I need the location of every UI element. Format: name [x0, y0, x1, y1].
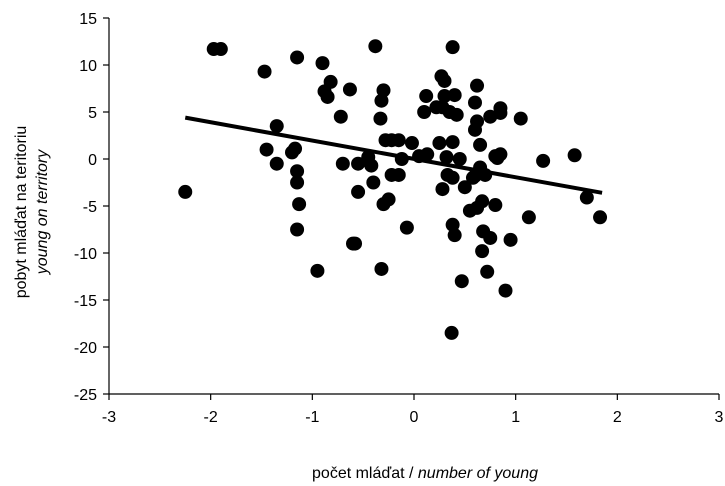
data-point: [475, 194, 490, 209]
data-point: [290, 50, 305, 65]
data-point: [257, 64, 272, 79]
data-point: [290, 164, 305, 179]
data-point: [480, 264, 495, 279]
y-tick-label: 0: [88, 152, 97, 169]
data-point: [292, 197, 307, 212]
data-point: [454, 274, 469, 289]
data-point: [315, 56, 330, 71]
data-point: [366, 175, 381, 190]
y-tick-label: 5: [88, 105, 97, 122]
data-point: [310, 263, 325, 278]
data-point: [437, 73, 452, 88]
data-point: [269, 156, 284, 171]
data-point: [470, 78, 485, 93]
data-point: [449, 107, 464, 122]
data-point: [593, 210, 608, 225]
data-point: [513, 111, 528, 126]
data-point: [468, 95, 482, 110]
data-point: [364, 158, 379, 173]
x-axis-label-sub: number of young: [418, 465, 538, 482]
data-point: [536, 153, 551, 168]
x-axis-label-separator: /: [405, 465, 418, 482]
data-point: [320, 89, 335, 104]
data-point: [373, 111, 388, 126]
y-tick-label: 10: [79, 58, 97, 75]
data-point: [351, 156, 366, 171]
data-point: [351, 184, 366, 199]
data-point: [323, 74, 338, 89]
data-point: [335, 156, 350, 171]
data-point: [290, 175, 305, 190]
data-point: [470, 114, 485, 129]
data-point: [404, 136, 419, 151]
data-point: [498, 283, 513, 298]
y-axis-ticks: -25 -20 -15 -10 -5 0 5 10 15: [74, 11, 109, 404]
y-tick-label: -25: [74, 387, 97, 404]
y-tick-label: -20: [74, 340, 97, 357]
data-point: [452, 152, 467, 166]
data-point: [447, 228, 462, 243]
data-point: [290, 222, 305, 237]
data-point: [432, 136, 447, 151]
data-point: [399, 220, 414, 235]
y-axis-label-sub: young on territory: [34, 149, 51, 276]
data-point: [493, 101, 508, 116]
data-point: [391, 133, 406, 148]
data-point: [475, 244, 490, 259]
x-tick-label: 3: [715, 409, 724, 426]
data-point: [374, 261, 389, 276]
y-tick-label: -15: [74, 293, 97, 310]
data-point: [473, 137, 488, 152]
data-point: [213, 42, 228, 57]
data-point: [259, 142, 274, 157]
data-point: [439, 150, 454, 165]
data-point: [493, 147, 508, 162]
x-tick-label: 1: [511, 409, 520, 426]
data-point: [521, 210, 536, 225]
data-point: [348, 236, 363, 251]
data-point: [178, 184, 193, 199]
data-point: [437, 89, 452, 104]
x-axis-label: počet mláďat / number of young: [312, 465, 538, 482]
data-point: [342, 82, 357, 97]
data-point: [333, 109, 348, 124]
data-point: [579, 190, 594, 205]
data-point: [457, 180, 472, 195]
data-point: [483, 230, 498, 245]
data-point: [503, 232, 518, 247]
x-tick-label: -2: [204, 409, 218, 426]
data-points: [178, 39, 608, 340]
data-point: [447, 88, 462, 103]
data-point: [488, 198, 503, 213]
y-axis-label-main: pobyt mláďat na teritoriu: [13, 126, 30, 299]
y-tick-label: 15: [79, 11, 97, 28]
x-axis-ticks: -3 -2 -1 0 1 2 3: [102, 394, 724, 426]
data-point: [288, 141, 303, 156]
y-tick-label: -10: [74, 246, 97, 263]
data-point: [445, 170, 460, 185]
data-point: [444, 325, 459, 340]
trend-line: [184, 115, 603, 195]
data-point: [445, 40, 460, 55]
data-point: [269, 119, 284, 134]
x-tick-label: -3: [102, 409, 116, 426]
data-point: [567, 148, 582, 163]
data-point: [391, 167, 406, 182]
data-point: [417, 105, 432, 119]
x-axis-label-main: počet mláďat: [312, 465, 405, 482]
data-point: [381, 192, 396, 207]
data-point: [419, 89, 434, 104]
x-tick-label: -1: [305, 409, 319, 426]
data-point: [368, 39, 383, 54]
data-point: [445, 135, 460, 150]
data-point: [420, 147, 435, 162]
data-point: [376, 83, 391, 98]
x-tick-label: 0: [410, 409, 419, 426]
data-point: [435, 182, 450, 197]
x-tick-label: 2: [613, 409, 622, 426]
y-tick-label: -5: [83, 199, 97, 216]
